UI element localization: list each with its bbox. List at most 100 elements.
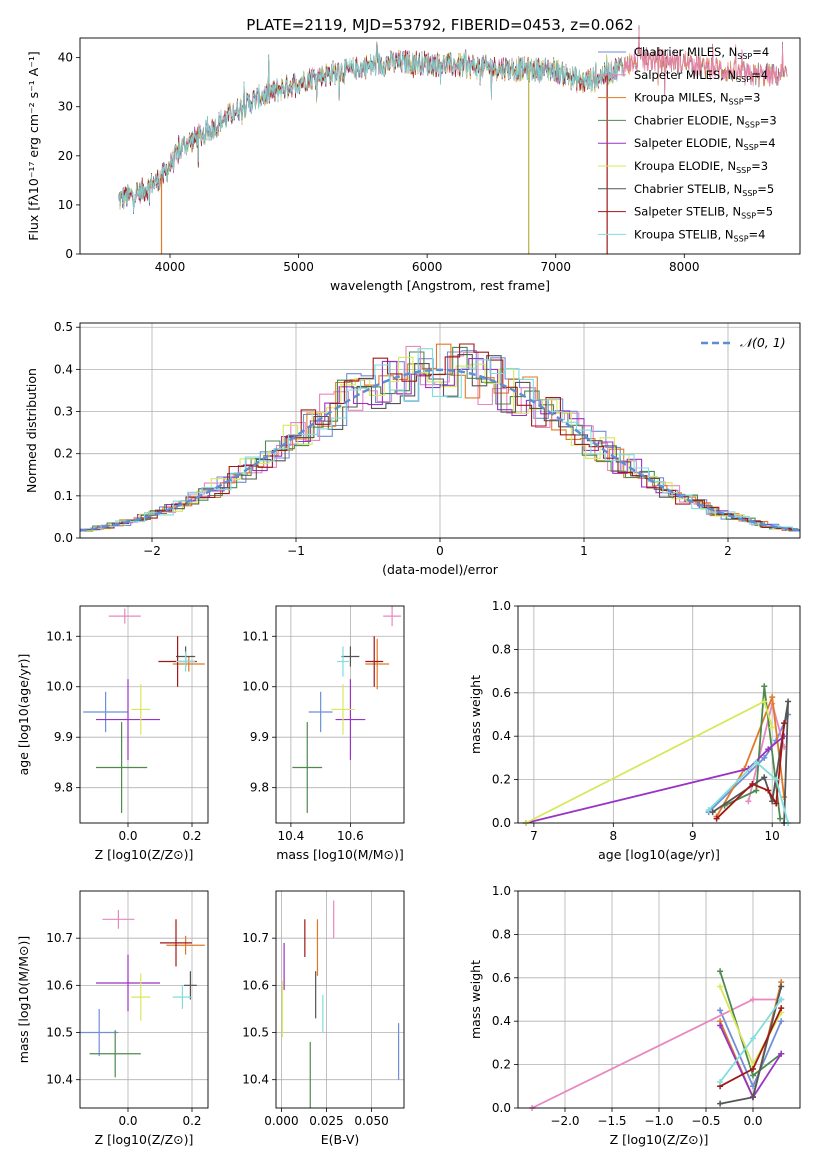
axes-frame bbox=[79, 37, 801, 255]
y-tick-label: 10.1 bbox=[242, 629, 269, 643]
mass-weight-point bbox=[709, 809, 716, 816]
x-tick-label: 0.2 bbox=[182, 829, 201, 843]
panel-residual_hist: −2 −1 0 1 2 0.0 0.1 0.2 0.3 0.4 0.5 (data-model)/er… bbox=[24, 320, 801, 577]
mass-weight-point bbox=[785, 698, 792, 705]
x-tick-label: −1.5 bbox=[597, 1114, 626, 1128]
legend-label: 𝒩(0, 1) bbox=[740, 335, 786, 350]
axes-frame bbox=[79, 322, 801, 539]
mass-weight-point bbox=[717, 1022, 724, 1029]
y-axis-label: age [log10(age/yr)] bbox=[16, 654, 31, 776]
mass-weight-point bbox=[778, 1005, 785, 1012]
x-tick-label: −2 bbox=[143, 544, 161, 558]
legend-label: Salpeter STELIB, NSSP=5 bbox=[634, 205, 773, 221]
y-tick-label: 0 bbox=[65, 247, 73, 261]
x-tick-label: 4000 bbox=[155, 260, 186, 274]
mass-weight-point bbox=[778, 1050, 785, 1057]
y-tick-label: 9.9 bbox=[54, 730, 73, 744]
panel-mass_vs_ebv: 0.000 0.025 0.050 10.4 10.5 10.6 10.7 E(B-V) bbox=[242, 890, 405, 1147]
y-tick-label: 10 bbox=[58, 198, 73, 212]
y-tick-label: 10.7 bbox=[46, 931, 73, 945]
gaussian-curve bbox=[79, 368, 801, 532]
mass-weight-point bbox=[761, 754, 768, 761]
y-tick-label: 0.4 bbox=[492, 1014, 511, 1028]
panel-age_vs_Z: 0.0 0.2 9.8 9.9 10.0 10.1 Z [log10(Z/Z⊙)] age [… bbox=[16, 605, 209, 862]
panel-mw_vs_Z: −2.0 −1.5 −1.0 −0.5 0.0 0.0 0.2 0.4 0.6 0.8 1.0 Z [… bbox=[468, 884, 801, 1147]
spectrum-legend: Chabrier MILES, NSSP=4 Salpeter MILES, NS… bbox=[598, 45, 777, 243]
mass-weight-point bbox=[773, 800, 780, 807]
y-tick-label: 0.2 bbox=[492, 773, 511, 787]
y-tick-label: 10.5 bbox=[46, 1026, 73, 1040]
histogram-series bbox=[81, 356, 800, 531]
y-tick-label: 0.0 bbox=[492, 1101, 511, 1115]
x-tick-label: 0.050 bbox=[354, 1114, 388, 1128]
panel-age_vs_mass: 10.4 10.6 9.8 9.9 10.0 10.1 mass [log10(M/M⊙)] bbox=[242, 605, 405, 862]
x-tick-label: 0.025 bbox=[309, 1114, 343, 1128]
mass-weight-point bbox=[777, 815, 784, 822]
x-axis-label: age [log10(age/yr)] bbox=[598, 847, 720, 862]
y-tick-label: 1.0 bbox=[492, 599, 511, 613]
y-axis-label: mass weight bbox=[468, 960, 483, 1039]
legend-label: Chabrier ELODIE, NSSP=3 bbox=[634, 113, 777, 129]
axes-frame bbox=[79, 605, 209, 824]
legend-label: Salpeter ELODIE, NSSP=4 bbox=[634, 136, 776, 152]
histogram-series bbox=[83, 354, 800, 532]
y-tick-label: 10.5 bbox=[242, 1026, 269, 1040]
y-tick-label: 0.6 bbox=[492, 971, 511, 985]
mass-weight-point bbox=[717, 983, 724, 990]
y-tick-label: 40 bbox=[58, 51, 73, 65]
mass-weight-series bbox=[525, 700, 774, 824]
mass-weight-point bbox=[769, 724, 776, 731]
mass-weight-point bbox=[713, 815, 720, 822]
mass-weight-point bbox=[705, 806, 712, 813]
mass-weight-point bbox=[761, 774, 768, 781]
y-tick-label: 0.2 bbox=[492, 1058, 511, 1072]
x-tick-label: 0 bbox=[436, 544, 444, 558]
x-tick-label: 2 bbox=[724, 544, 732, 558]
mass-weight-point bbox=[749, 780, 756, 787]
mass-weight-point bbox=[773, 776, 780, 783]
x-tick-label: −1.0 bbox=[644, 1114, 673, 1128]
mass-weight-point bbox=[778, 996, 785, 1003]
x-tick-label: 10 bbox=[765, 829, 780, 843]
x-tick-label: 0.2 bbox=[182, 1114, 201, 1128]
y-tick-label: 10.7 bbox=[242, 931, 269, 945]
y-tick-label: 10.4 bbox=[46, 1073, 73, 1087]
y-tick-label: 0.1 bbox=[54, 489, 73, 503]
x-axis-label: Z [log10(Z/Z⊙)] bbox=[95, 847, 194, 862]
x-tick-label: −1 bbox=[287, 544, 305, 558]
y-tick-label: 0.4 bbox=[492, 729, 511, 743]
legend-label: Salpeter MILES, NSSP=4 bbox=[634, 68, 768, 84]
y-tick-label: 9.8 bbox=[54, 781, 73, 795]
y-tick-label: 10.1 bbox=[46, 629, 73, 643]
y-tick-label: 0.4 bbox=[54, 362, 73, 376]
mass-weight-point bbox=[750, 1065, 756, 1072]
x-axis-label: mass [log10(M/M⊙)] bbox=[276, 847, 404, 862]
y-axis-label: Flux [fλ10⁻¹⁷ erg cm⁻² s⁻¹ A⁻¹] bbox=[26, 51, 41, 240]
y-tick-label: 0.0 bbox=[492, 816, 511, 830]
x-axis-label: E(B-V) bbox=[321, 1132, 360, 1147]
y-tick-label: 0.6 bbox=[492, 686, 511, 700]
legend-label: Kroupa STELIB, NSSP=4 bbox=[634, 227, 765, 243]
y-tick-label: 0.3 bbox=[54, 405, 73, 419]
mass-weight-series bbox=[525, 735, 785, 824]
x-tick-label: 9 bbox=[689, 829, 697, 843]
y-tick-label: 0.2 bbox=[54, 447, 73, 461]
x-tick-label: 8 bbox=[610, 829, 618, 843]
y-tick-label: 10.6 bbox=[242, 978, 269, 992]
figure-title: PLATE=2119, MJD=53792, FIBERID=0453, z=0… bbox=[246, 16, 633, 34]
y-tick-label: 0.8 bbox=[492, 642, 511, 656]
panel-mass_vs_Z: 0.0 0.2 10.4 10.5 10.6 10.7 Z [log10(Z/Z⊙)] mas… bbox=[16, 890, 209, 1147]
y-tick-label: 1.0 bbox=[492, 884, 511, 898]
mass-weight-series bbox=[715, 696, 785, 817]
mass-weight-point bbox=[778, 983, 785, 990]
mass-weight-point bbox=[717, 1007, 724, 1014]
y-axis-label: mass weight bbox=[468, 675, 483, 754]
x-axis-label: (data-model)/error bbox=[382, 562, 499, 577]
y-tick-label: 30 bbox=[58, 100, 73, 114]
x-tick-label: 6000 bbox=[412, 260, 443, 274]
x-tick-label: 0.0 bbox=[743, 1114, 762, 1128]
panel-mw_vs_age: 7 8 9 10 0.0 0.2 0.4 0.6 0.8 1.0 age [log10(age/yr… bbox=[468, 599, 801, 862]
x-axis-label: Z [log10(Z/Z⊙)] bbox=[95, 1132, 194, 1147]
mass-weight-series bbox=[707, 760, 789, 824]
